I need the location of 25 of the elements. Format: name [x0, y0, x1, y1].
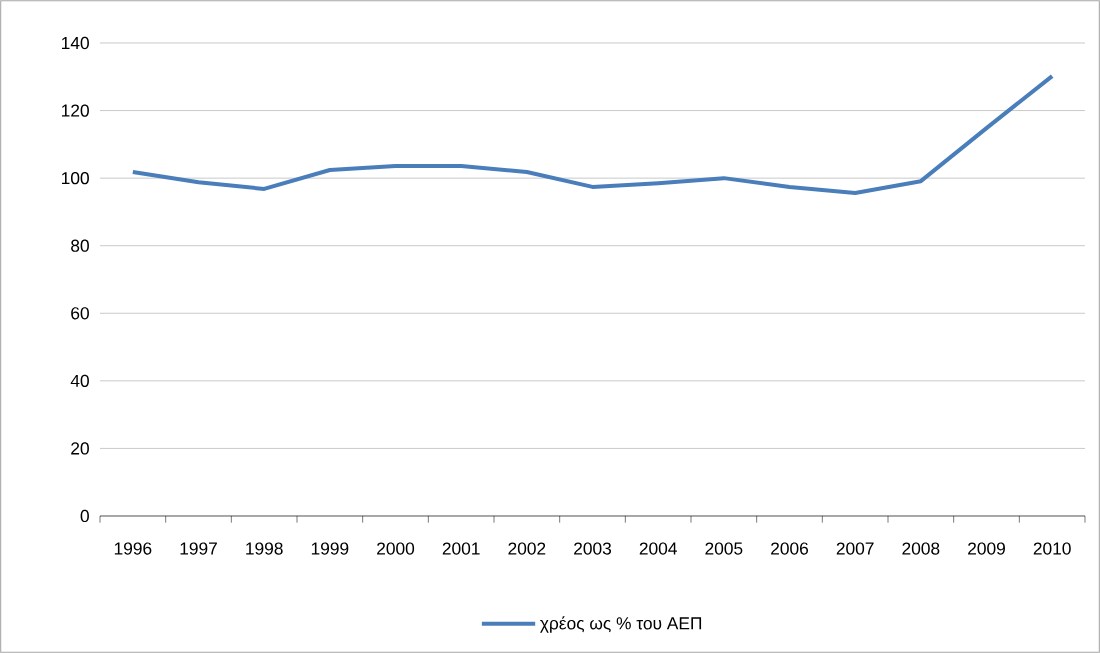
y-tick-label: 40 [70, 374, 89, 387]
x-tick-label: 2010 [1033, 542, 1071, 555]
x-tick-label: 2003 [574, 542, 612, 555]
y-tick-label: 80 [71, 239, 89, 252]
x-tick-label: 1997 [180, 542, 217, 555]
y-tick-label: 60 [71, 307, 89, 320]
y-tick-label: 120 [62, 104, 89, 117]
line-series [130, 74, 1055, 195]
x-tick-label: 2008 [902, 542, 940, 555]
y-tick-label: 0 [80, 509, 89, 523]
legend-label: χρέος ως % του ΑΕΠ [540, 616, 702, 633]
y-tick-label: 140 [62, 36, 89, 50]
x-tick-label: 2001 [442, 542, 480, 555]
x-tick-label: 2005 [705, 542, 743, 555]
x-tick-label: 1996 [114, 542, 152, 555]
x-tick-label: 1999 [311, 542, 349, 555]
x-tick-label: 2002 [508, 542, 546, 555]
x-tick-label: 2009 [968, 542, 1005, 555]
x-tick-label: 2004 [639, 542, 677, 555]
x-tick-label: 2007 [836, 542, 874, 555]
x-tick-label: 1998 [246, 542, 283, 555]
y-tick-label: 20 [71, 442, 89, 455]
y-tick-label: 100 [62, 171, 89, 185]
x-tick-label: 2000 [377, 542, 415, 555]
x-tick-label: 2006 [771, 542, 809, 555]
